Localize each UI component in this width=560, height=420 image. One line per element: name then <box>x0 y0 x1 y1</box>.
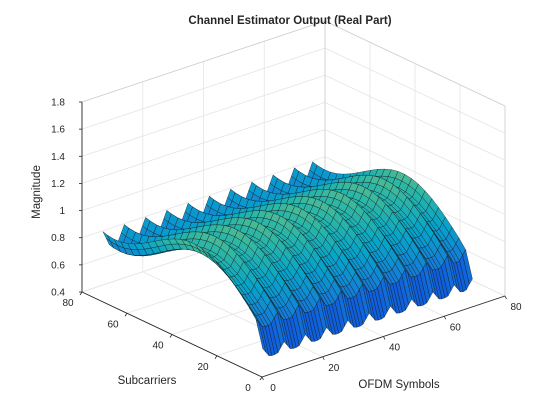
y-tick-mark <box>169 334 173 338</box>
z-tick-label: 1.8 <box>51 98 65 109</box>
z-tick-label: 1.2 <box>51 179 65 190</box>
x-axis-label: OFDM Symbols <box>358 379 439 391</box>
surface-patch <box>255 319 266 353</box>
grid-line <box>324 74 506 161</box>
x-tick-mark <box>383 336 386 340</box>
z-tick-label: 0.6 <box>51 260 65 271</box>
grid-line <box>81 156 326 239</box>
grid-line <box>324 102 506 188</box>
x-tick-label: 0 <box>270 383 276 394</box>
x-tick-mark <box>443 316 447 320</box>
x-tick-mark <box>504 295 507 300</box>
y-tick-label: 0 <box>245 383 251 394</box>
z-tick-label: 0.8 <box>51 233 65 244</box>
z-tick-label: 1 <box>59 206 65 217</box>
box-edge <box>324 20 506 107</box>
x-tick-label: 80 <box>510 302 522 313</box>
x-tick-mark <box>261 376 264 381</box>
surface-plot <box>102 161 473 356</box>
y-tick-mark <box>259 376 263 381</box>
y-tick-mark <box>214 355 218 359</box>
grid-line <box>81 102 326 184</box>
y-tick-label: 60 <box>107 319 119 330</box>
z-tick-label: 1.6 <box>51 125 65 136</box>
y-tick-label: 20 <box>197 362 209 373</box>
y-tick-mark <box>79 291 83 296</box>
y-tick-label: 40 <box>152 341 164 352</box>
x-tick-mark <box>322 356 325 360</box>
z-tick-label: 0.4 <box>51 288 65 299</box>
box-edge <box>81 20 326 103</box>
grid-line <box>81 74 326 157</box>
grid-line <box>81 47 326 130</box>
x-tick-label: 60 <box>450 322 462 333</box>
z-axis-label: Magnitude <box>31 165 43 219</box>
y-tick-label: 80 <box>62 298 74 309</box>
grid-line <box>81 129 326 211</box>
x-tick-label: 40 <box>389 343 401 354</box>
grid-line <box>324 47 506 134</box>
z-tick-label: 1.4 <box>51 152 65 163</box>
grid-line <box>324 129 506 215</box>
x-tick-label: 20 <box>328 363 340 374</box>
y-axis-label: Subcarriers <box>118 375 177 387</box>
chart-title: Channel Estimator Output (Real Part) <box>188 15 391 27</box>
y-tick-mark <box>124 313 128 317</box>
